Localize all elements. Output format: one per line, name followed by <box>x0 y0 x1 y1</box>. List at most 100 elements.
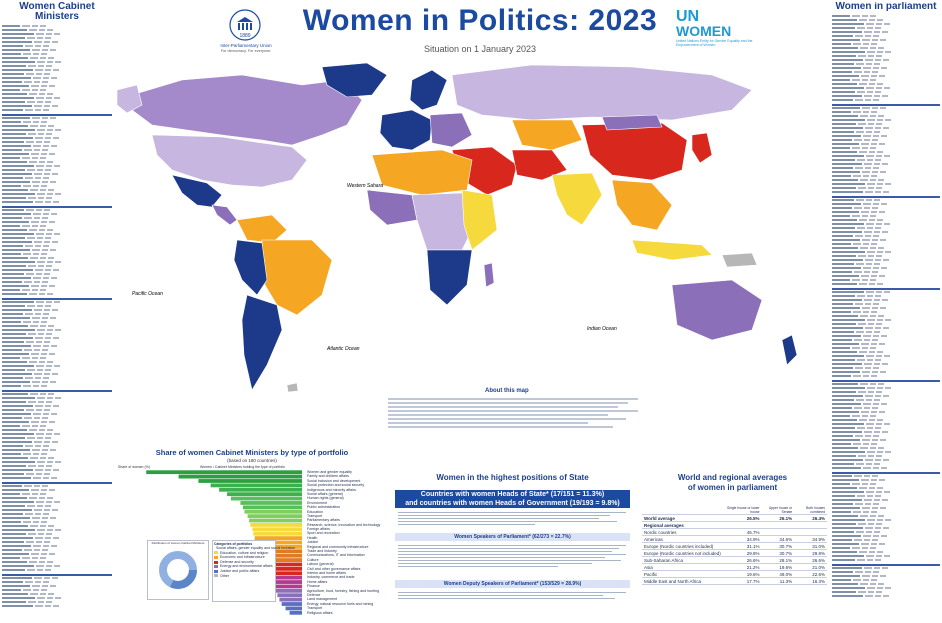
region-name: Europe (Nordic countries not included) <box>642 549 724 557</box>
table-row <box>832 499 940 502</box>
table-row <box>832 391 940 394</box>
region-value: 30.7% <box>761 549 795 557</box>
region-value: 28.1% <box>761 556 795 564</box>
legend-item: Energy and environmental affairs <box>214 564 274 569</box>
table-row <box>832 203 940 206</box>
table-row <box>832 579 940 582</box>
table-row <box>2 465 112 468</box>
portfolio-bar <box>257 544 302 549</box>
table-row <box>2 149 112 152</box>
section-divider <box>2 390 112 392</box>
table-row <box>2 245 112 248</box>
table-row <box>2 457 112 460</box>
table-row <box>2 177 112 180</box>
portfolio-bar <box>253 531 302 536</box>
portfolio-chart-title: Share of women Cabinet Ministers by type… <box>155 448 349 457</box>
table-row <box>2 453 112 456</box>
table-row <box>2 521 112 524</box>
map-region-eastern-europe <box>429 112 473 148</box>
region-value: 21.0% <box>794 563 827 571</box>
portfolio-chart-subtitle: (based on 180 countries) <box>227 458 277 463</box>
table-row <box>2 125 112 128</box>
table-row <box>2 581 112 584</box>
table-row <box>2 181 112 184</box>
table-row <box>832 151 940 154</box>
averages-title-line2: of women in parliament <box>687 483 778 492</box>
table-row <box>832 559 940 562</box>
table-row <box>832 575 940 578</box>
table-row <box>832 59 940 62</box>
legend-title: Categories of portfolios <box>214 542 253 546</box>
table-row <box>832 503 940 506</box>
table-row <box>832 107 940 110</box>
portfolio-bar <box>289 610 302 615</box>
table-row <box>832 19 940 22</box>
portfolio-bar <box>240 501 302 505</box>
table-row <box>2 81 112 84</box>
deputy-speakers-text <box>398 590 626 610</box>
table-row <box>832 591 940 594</box>
ipu-logo: 1889 <box>225 8 265 48</box>
legend-item: Education, culture and religion <box>214 551 274 556</box>
table-row <box>2 221 112 224</box>
table-row <box>832 543 940 546</box>
table-row <box>832 55 940 58</box>
table-row <box>2 385 112 388</box>
table-row <box>832 111 940 114</box>
map-region-scandinavia <box>409 69 448 111</box>
table-row <box>2 209 112 212</box>
portfolio-label: Social inclusion and development <box>307 478 361 483</box>
region-label-western-sahara: Western Sahara <box>347 183 383 189</box>
table-row <box>832 99 940 102</box>
region-name: Europe (Nordic countries included) <box>642 542 724 550</box>
map-region-madagascar <box>483 262 495 288</box>
portfolio-bar <box>259 549 302 554</box>
table-row <box>832 371 940 374</box>
table-row <box>2 61 112 64</box>
table-row <box>832 207 940 210</box>
world-map: Pacific Ocean Atlantic Ocean Indian Ocea… <box>116 62 798 393</box>
table-row <box>832 79 940 82</box>
table-row <box>2 233 112 236</box>
portfolio-column-header: Women / Cabinet Ministers holding the ty… <box>200 465 285 469</box>
table-row <box>832 291 940 294</box>
table-row <box>2 513 112 516</box>
table-row <box>2 433 112 436</box>
table-row <box>2 137 112 140</box>
portfolio-bar <box>242 505 302 510</box>
table-row <box>832 235 940 238</box>
map-region-papua <box>721 252 758 268</box>
donut-inset: Distribution of women Cabinet Ministers <box>147 540 209 600</box>
table-row <box>2 561 112 564</box>
table-row <box>832 399 940 402</box>
portfolio-label: Parliamentary affairs <box>307 518 340 523</box>
table-row <box>2 489 112 492</box>
section-divider <box>832 380 940 382</box>
table-row <box>2 597 112 600</box>
table-row <box>2 201 112 204</box>
legend-swatch <box>214 555 218 559</box>
table-row <box>832 375 940 378</box>
table-row <box>832 295 940 298</box>
table-row <box>832 455 940 458</box>
table-row <box>832 491 940 494</box>
table-row <box>2 97 112 100</box>
table-row <box>2 325 112 328</box>
region-value: 16.3% <box>794 577 827 585</box>
table-row <box>2 373 112 376</box>
legend-swatch <box>214 569 218 573</box>
table-row <box>2 305 112 308</box>
legend-item: Social affairs, gender equality and soci… <box>214 546 295 551</box>
section-divider <box>832 104 940 106</box>
table-row <box>2 585 112 588</box>
parliament-panel: Women in parliament <box>832 2 940 617</box>
portfolio-label: Transport <box>307 606 323 611</box>
map-region-southeast-asia <box>611 179 673 231</box>
world-average-row: World average 26.5% 26.1% 26.4% <box>642 514 827 522</box>
map-region-india <box>551 172 603 226</box>
table-row <box>832 523 940 526</box>
map-region-russia <box>451 64 753 121</box>
map-region-new-zealand <box>781 334 798 366</box>
table-row <box>2 317 112 320</box>
legend-swatch <box>214 551 218 555</box>
